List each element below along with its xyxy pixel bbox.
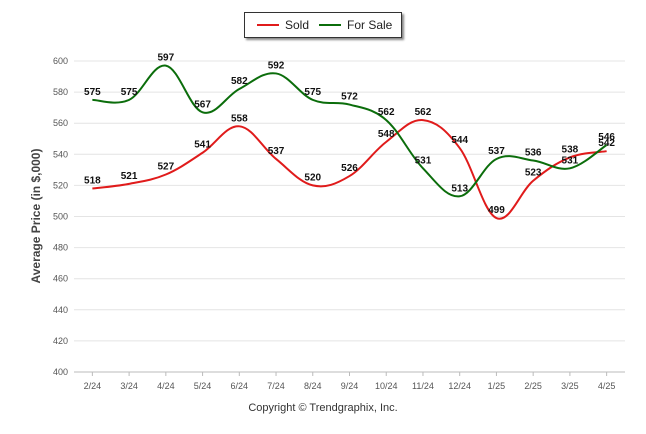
y-tick-label: 520 — [53, 180, 68, 190]
x-tick-label: 4/25 — [598, 381, 616, 391]
data-label-sold: 548 — [378, 129, 395, 140]
legend-item-sold: Sold — [257, 18, 309, 32]
y-tick-label: 420 — [53, 336, 68, 346]
data-label-for-sale: 531 — [415, 155, 432, 166]
data-label-sold: 544 — [451, 135, 468, 146]
y-tick-label: 500 — [53, 212, 68, 222]
x-tick-label: 6/24 — [231, 381, 249, 391]
legend: Sold For Sale — [244, 12, 402, 38]
data-label-sold: 518 — [84, 176, 101, 187]
data-label-sold: 538 — [562, 144, 579, 155]
data-label-for-sale: 537 — [488, 146, 505, 157]
data-label-for-sale: 513 — [451, 183, 468, 194]
x-tick-label: 8/24 — [304, 381, 322, 391]
series-line-sold — [92, 119, 607, 220]
y-tick-label: 480 — [53, 243, 68, 253]
x-tick-label: 10/24 — [375, 381, 398, 391]
data-label-sold: 527 — [157, 162, 174, 173]
y-tick-label: 600 — [53, 56, 68, 66]
x-tick-label: 11/24 — [412, 381, 434, 391]
y-tick-label: 400 — [53, 367, 68, 377]
data-label-sold: 521 — [121, 171, 138, 182]
data-label-for-sale: 546 — [598, 132, 615, 143]
legend-label-for-sale: For Sale — [347, 18, 393, 32]
legend-item-for-sale: For Sale — [319, 18, 392, 32]
legend-swatch-sold — [257, 24, 279, 26]
data-label-sold: 562 — [415, 107, 432, 118]
data-label-for-sale: 531 — [562, 155, 579, 166]
data-label-for-sale: 536 — [525, 148, 542, 159]
data-label-for-sale: 575 — [121, 87, 138, 98]
series-line-for-sale — [92, 64, 608, 198]
legend-swatch-for-sale — [319, 24, 341, 26]
data-label-for-sale: 575 — [304, 87, 321, 98]
data-label-for-sale: 567 — [194, 99, 211, 110]
x-tick-label: 3/24 — [120, 381, 138, 391]
data-label-sold: 537 — [268, 146, 285, 157]
x-tick-label: 5/24 — [194, 381, 212, 391]
data-label-sold: 499 — [488, 205, 505, 216]
copyright-text: Copyright © Trendgraphix, Inc. — [248, 402, 398, 414]
y-axis-label: Average Price (in $,000) — [29, 148, 43, 284]
y-tick-label: 440 — [53, 305, 68, 315]
y-tick-label: 580 — [53, 87, 68, 97]
data-label-for-sale: 597 — [157, 53, 174, 64]
data-label-for-sale: 592 — [268, 60, 285, 71]
y-tick-label: 460 — [53, 274, 68, 284]
data-label-for-sale: 582 — [231, 76, 248, 87]
data-label-sold: 558 — [231, 113, 248, 124]
y-tick-label: 560 — [53, 118, 68, 128]
data-label-for-sale: 572 — [341, 92, 358, 103]
data-label-sold: 542 — [598, 138, 615, 149]
data-label-sold: 520 — [304, 172, 321, 183]
data-label-for-sale: 575 — [84, 87, 101, 98]
x-tick-label: 2/25 — [524, 381, 542, 391]
y-tick-label: 540 — [53, 149, 68, 159]
x-tick-label: 1/25 — [488, 381, 506, 391]
x-tick-label: 7/24 — [267, 381, 285, 391]
data-label-sold: 523 — [525, 168, 542, 179]
legend-label-sold: Sold — [285, 18, 310, 32]
x-tick-label: 3/25 — [561, 381, 579, 391]
x-tick-label: 2/24 — [84, 381, 102, 391]
data-label-sold: 526 — [341, 163, 358, 174]
data-label-sold: 541 — [194, 140, 211, 151]
x-tick-label: 4/24 — [157, 381, 175, 391]
data-label-for-sale: 562 — [378, 107, 395, 118]
x-tick-label: 9/24 — [341, 381, 359, 391]
x-tick-label: 12/24 — [448, 381, 471, 391]
